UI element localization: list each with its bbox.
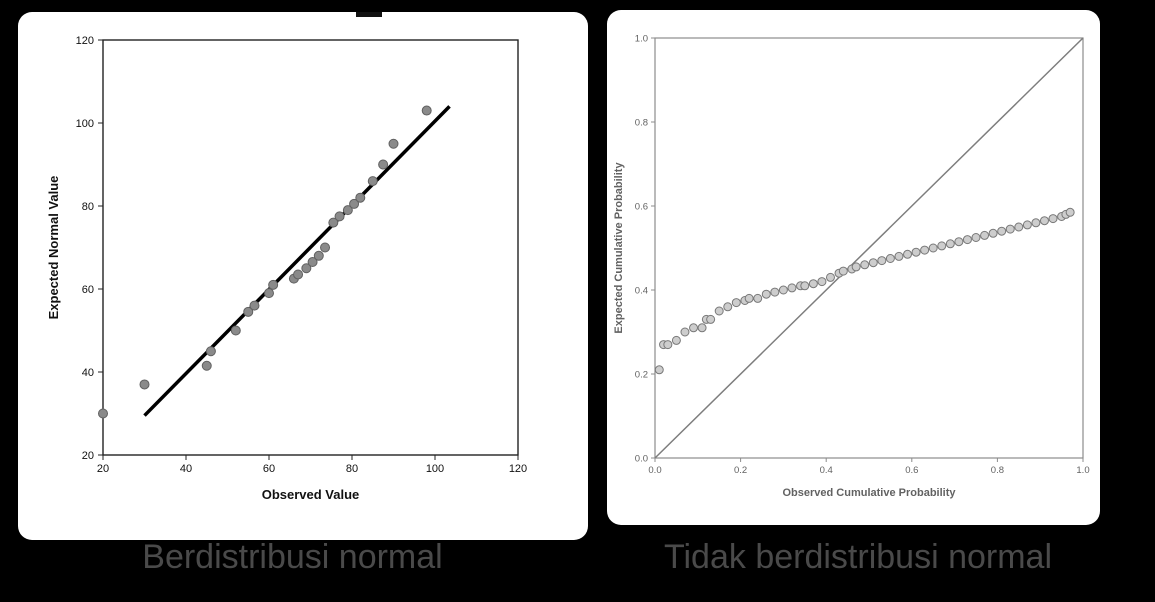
pp-plot-canvas: 0.0 0.2 0.4 0.6 0.8 1.0 0.0 0.2 0.4 0.6 0.8 1.0 Obse… (613, 33, 1090, 499)
svg-text:Expected Normal Value: Expected Normal Value (46, 176, 61, 320)
svg-text:120: 120 (76, 35, 94, 47)
svg-text:120: 120 (509, 463, 527, 475)
svg-text:Observed Value: Observed Value (262, 487, 360, 502)
svg-text:80: 80 (346, 463, 358, 475)
svg-text:0.2: 0.2 (734, 465, 747, 476)
caption-berdistribusi-normal: Berdistribusi normal (142, 538, 443, 576)
svg-text:0.8: 0.8 (991, 465, 1004, 476)
svg-text:0.4: 0.4 (820, 465, 833, 476)
svg-text:0.8: 0.8 (635, 117, 648, 128)
svg-text:1.0: 1.0 (635, 33, 648, 44)
svg-text:0.6: 0.6 (905, 465, 918, 476)
cropped-title-fragment (356, 12, 382, 17)
svg-text:80: 80 (82, 201, 94, 213)
svg-text:0.0: 0.0 (648, 465, 661, 476)
svg-text:0.2: 0.2 (635, 369, 648, 380)
svg-text:60: 60 (82, 284, 94, 296)
svg-text:Observed Cumulative Probabilit: Observed Cumulative Probability (783, 487, 957, 499)
svg-text:40: 40 (82, 367, 94, 379)
svg-text:Expected Cumulative Probabilit: Expected Cumulative Probability (613, 162, 625, 334)
qq-plot-panel: 20 40 60 80 100 120 20 40 60 80 100 120 Observed Val… (18, 12, 588, 540)
svg-text:20: 20 (97, 463, 109, 475)
svg-text:0.4: 0.4 (635, 285, 648, 296)
svg-text:1.0: 1.0 (1076, 465, 1089, 476)
pp-plot-panel: 0.0 0.2 0.4 0.6 0.8 1.0 0.0 0.2 0.4 0.6 0.8 1.0 Obse… (607, 10, 1100, 525)
caption-tidak-berdistribusi-normal: Tidak berdistribusi normal (664, 538, 1052, 576)
svg-text:0.6: 0.6 (635, 201, 648, 212)
svg-text:100: 100 (426, 463, 444, 475)
svg-text:60: 60 (263, 463, 275, 475)
svg-text:100: 100 (76, 118, 94, 130)
svg-text:40: 40 (180, 463, 192, 475)
svg-text:20: 20 (82, 450, 94, 462)
svg-text:0.0: 0.0 (635, 453, 648, 464)
qq-plot-canvas: 20 40 60 80 100 120 20 40 60 80 100 120 Observed Val… (46, 35, 527, 502)
